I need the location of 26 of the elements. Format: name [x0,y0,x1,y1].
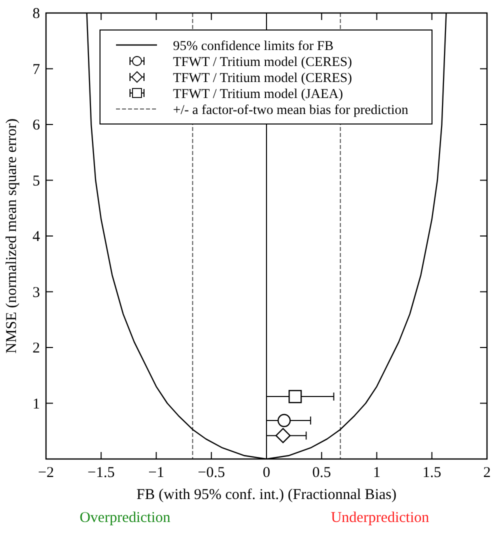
y-tick-label: 2 [32,340,40,356]
ref-line-label: +/- a factor-of-two mean bias for prediction [173,102,408,117]
x-axis-title: FB (with 95% conf. int.) (Fractionnal Bias) [136,487,396,503]
x-tick-label: 0 [262,465,270,481]
x-tick-label: −2 [38,465,54,481]
legend-label: 95% confidence limits for FB [173,38,334,53]
y-tick-label: 8 [32,6,40,22]
x-tick-label: 1.5 [422,465,442,481]
y-tick-label: 7 [32,62,40,78]
y-tick-label: 4 [32,229,40,245]
x-tick-label: −0.5 [198,465,225,481]
x-tick-label: 1 [373,465,380,481]
x-tick-label: −1 [148,465,164,481]
y-tick-label: 6 [32,118,40,134]
y-axis-title: NMSE (normalized mean square error) [4,118,20,354]
legend-label: TFWT / Tritium model (CERES) [173,54,352,69]
y-tick-label: 3 [32,284,40,301]
y-tick-label: 1 [32,396,40,412]
y-tick-label: 5 [32,173,40,190]
x-tick-label: −1.5 [88,465,115,481]
text: Overprediction [80,510,171,526]
legend-label: TFWT / Tritium model (JAEA) [173,86,344,101]
x-tick-label: 0.5 [312,465,331,481]
legend-label: TFWT / Tritium model (CERES) [173,70,352,85]
x-tick-label: 2 [483,465,491,481]
text: Underprediction [330,510,430,526]
